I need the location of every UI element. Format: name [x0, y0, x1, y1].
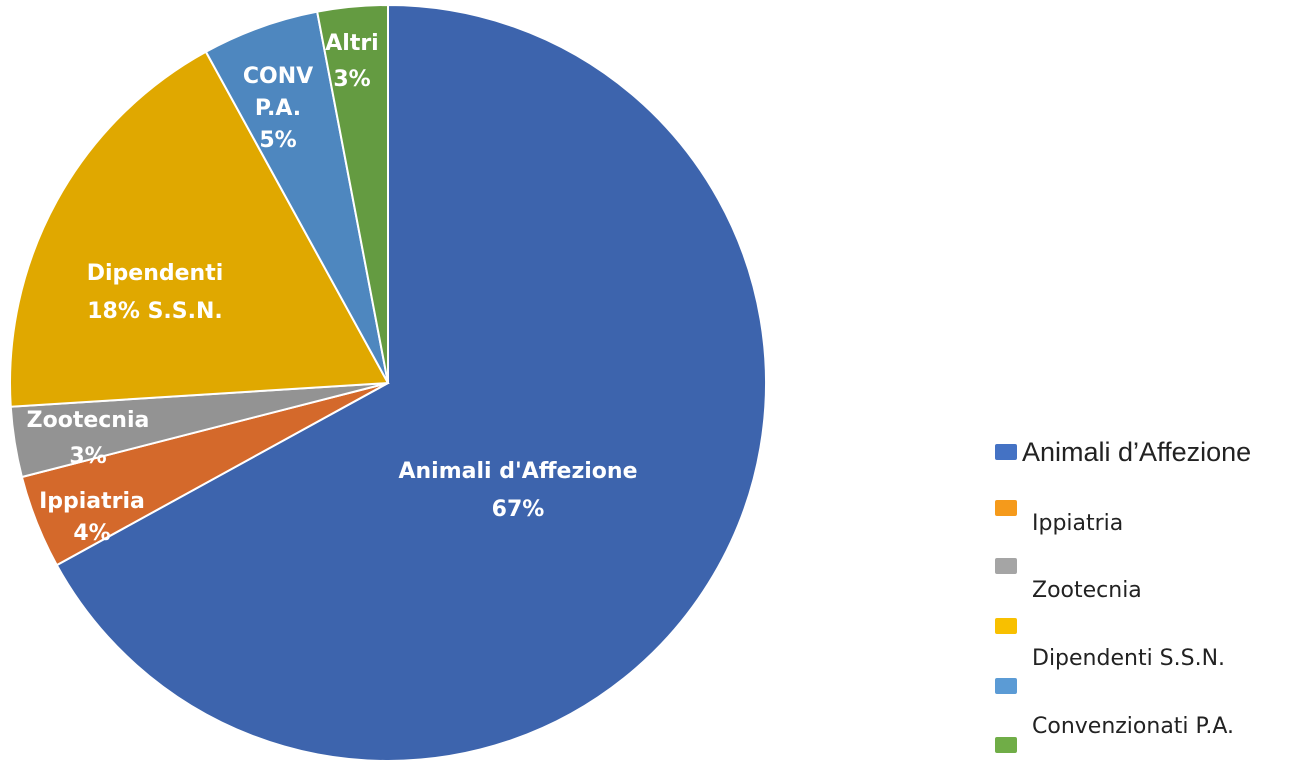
- slice-label-zootecnia: Zootecnia 3%: [27, 408, 150, 469]
- slice-label-line: 4%: [73, 521, 110, 546]
- slice-label-dipendenti: Dipendenti 18% S.S.N.: [87, 261, 224, 324]
- legend-marker: [995, 737, 1017, 753]
- slice-label-ippiatria: Ippiatria 4%: [39, 489, 145, 546]
- pie-slice-animali: [55, 3, 768, 760]
- legend-label: Dipendenti S.S.N.: [1032, 646, 1225, 671]
- slice-label-line: Ippiatria: [39, 489, 145, 514]
- slice-label-line: 18% S.S.N.: [87, 299, 223, 324]
- slice-label-line: CONV: [243, 64, 313, 89]
- slice-label-altri: Altri 3%: [325, 31, 378, 92]
- slice-label-line: 5%: [259, 128, 296, 153]
- slice-label-line: P.A.: [255, 96, 301, 121]
- legend-label: Animali d’Affezione: [1022, 437, 1251, 467]
- pie-slice-altri: [316, 3, 389, 384]
- slice-label-conv: CONV P.A. 5%: [243, 64, 313, 153]
- slice-label-line: Dipendenti: [87, 261, 224, 286]
- legend-marker: [995, 444, 1017, 460]
- slice-labels: Animali d'Affezione 67% Ippiatria 4% Zootecn…: [27, 31, 638, 546]
- legend-marker: [995, 558, 1017, 574]
- legend-marker: [995, 678, 1017, 694]
- slice-label-line: Altri: [325, 31, 378, 56]
- legend-label: Zootecnia: [1032, 578, 1142, 603]
- slice-label-line: Zootecnia: [27, 408, 150, 433]
- legend: Animali d’Affezione Ippiatria Zootecnia Dip…: [995, 437, 1251, 753]
- slice-label-line: Animali d'Affezione: [398, 459, 637, 484]
- pie-slice-dipendenti: [9, 50, 390, 408]
- slice-label-animali: Animali d'Affezione 67%: [398, 459, 637, 522]
- slice-label-line: 3%: [333, 67, 370, 92]
- pie-slices: [9, 3, 768, 760]
- legend-label: Convenzionati P.A.: [1032, 714, 1234, 739]
- legend-label: Ippiatria: [1032, 511, 1123, 536]
- legend-marker: [995, 618, 1017, 634]
- slice-label-line: 67%: [492, 497, 545, 522]
- legend-marker: [995, 500, 1017, 516]
- slice-label-line: 3%: [69, 444, 106, 469]
